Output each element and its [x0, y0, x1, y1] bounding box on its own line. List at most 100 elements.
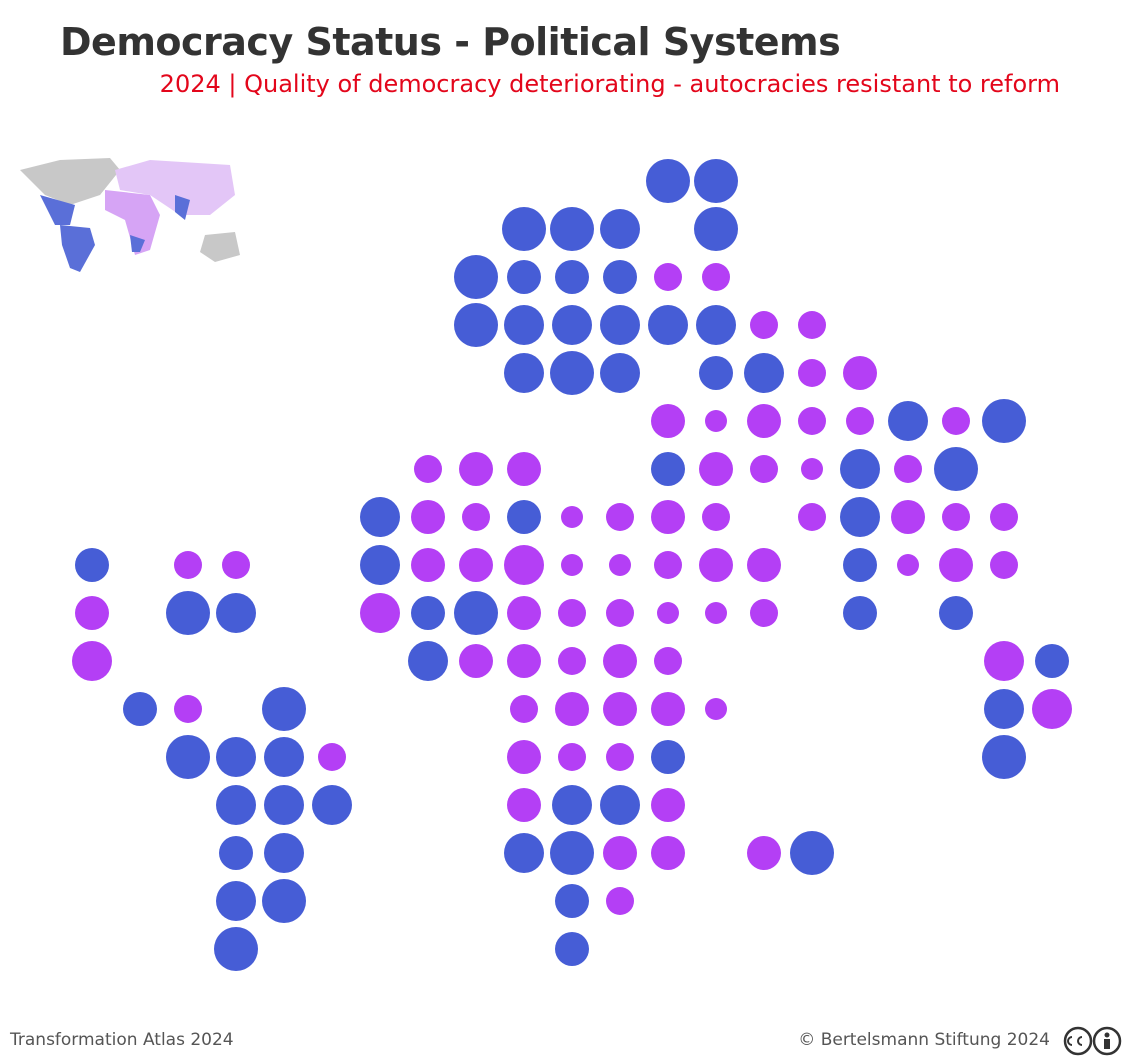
country-tile — [939, 548, 973, 582]
country-tile — [558, 647, 586, 675]
country-tile — [507, 644, 541, 678]
country-tile — [123, 692, 157, 726]
country-tile — [603, 644, 637, 678]
country-tile — [507, 452, 541, 486]
country-tile — [550, 207, 594, 251]
country-tile — [939, 596, 973, 630]
country-tile — [555, 932, 589, 966]
country-tile — [705, 410, 727, 432]
country-tile — [705, 698, 727, 720]
country-tile — [454, 303, 498, 347]
country-tile — [504, 353, 544, 393]
country-tile — [651, 500, 685, 534]
country-tile — [214, 927, 258, 971]
country-tile — [600, 305, 640, 345]
cc-ring — [1063, 1026, 1093, 1056]
country-tile — [843, 596, 877, 630]
country-tile — [264, 833, 304, 873]
country-tile — [750, 311, 778, 339]
country-tile — [510, 695, 538, 723]
country-tile — [897, 554, 919, 576]
country-tile — [174, 551, 202, 579]
map-shape — [130, 235, 145, 252]
country-tile — [702, 503, 730, 531]
country-tile — [408, 641, 448, 681]
country-tile — [219, 836, 253, 870]
country-tile — [699, 548, 733, 582]
country-tile — [600, 785, 640, 825]
country-tile — [600, 209, 640, 249]
country-tile — [558, 743, 586, 771]
country-tile — [555, 692, 589, 726]
country-tile — [75, 548, 109, 582]
country-tile — [747, 404, 781, 438]
country-tile — [360, 545, 400, 585]
country-tile — [459, 644, 493, 678]
country-tile — [462, 503, 490, 531]
country-tile — [262, 687, 306, 731]
country-tile — [264, 785, 304, 825]
title: Democracy Status - Political Systems — [60, 20, 841, 64]
country-tile — [840, 497, 880, 537]
country-tile — [843, 548, 877, 582]
country-tile — [507, 596, 541, 630]
country-tile — [984, 641, 1024, 681]
country-tile — [360, 497, 400, 537]
country-tile — [702, 263, 730, 291]
country-tile — [942, 407, 970, 435]
map-shape — [175, 195, 190, 220]
country-tile — [550, 351, 594, 395]
country-tile — [222, 551, 250, 579]
country-tile — [798, 503, 826, 531]
country-tile — [843, 356, 877, 390]
country-tile — [891, 500, 925, 534]
country-tile — [790, 831, 834, 875]
country-tile — [555, 884, 589, 918]
cc-letters — [1067, 1036, 1083, 1046]
country-tile — [654, 647, 682, 675]
country-tile — [982, 735, 1026, 779]
country-tile — [507, 260, 541, 294]
country-tile — [744, 353, 784, 393]
country-tile — [507, 740, 541, 774]
country-tile — [504, 545, 544, 585]
country-tile — [411, 596, 445, 630]
country-tile — [312, 785, 352, 825]
map-shape — [200, 232, 240, 262]
country-tile — [1032, 689, 1072, 729]
country-tile — [1035, 644, 1069, 678]
country-tile — [166, 735, 210, 779]
country-tile — [648, 305, 688, 345]
tiles — [72, 159, 1072, 971]
country-tile — [502, 207, 546, 251]
country-tile — [216, 881, 256, 921]
country-tile — [72, 641, 112, 681]
country-tile — [606, 887, 634, 915]
country-tile — [414, 455, 442, 483]
country-tile — [561, 554, 583, 576]
country-tile — [651, 452, 685, 486]
map-shape — [20, 158, 120, 205]
country-tile — [459, 452, 493, 486]
country-tile — [984, 689, 1024, 729]
by-ring — [1092, 1026, 1122, 1056]
source: Transformation Atlas 2024 — [10, 1030, 234, 1050]
country-tile — [696, 305, 736, 345]
country-tile — [454, 591, 498, 635]
country-tile — [990, 551, 1018, 579]
country-tile — [555, 260, 589, 294]
country-tile — [798, 311, 826, 339]
by-head — [1104, 1032, 1110, 1038]
country-tile — [606, 599, 634, 627]
country-tile — [798, 359, 826, 387]
country-tile — [694, 159, 738, 203]
country-tile — [552, 305, 592, 345]
country-tile — [699, 452, 733, 486]
country-tile — [840, 449, 880, 489]
country-tile — [982, 399, 1026, 443]
country-tile — [550, 831, 594, 875]
country-tile — [750, 455, 778, 483]
country-tile — [216, 785, 256, 825]
country-tile — [411, 500, 445, 534]
